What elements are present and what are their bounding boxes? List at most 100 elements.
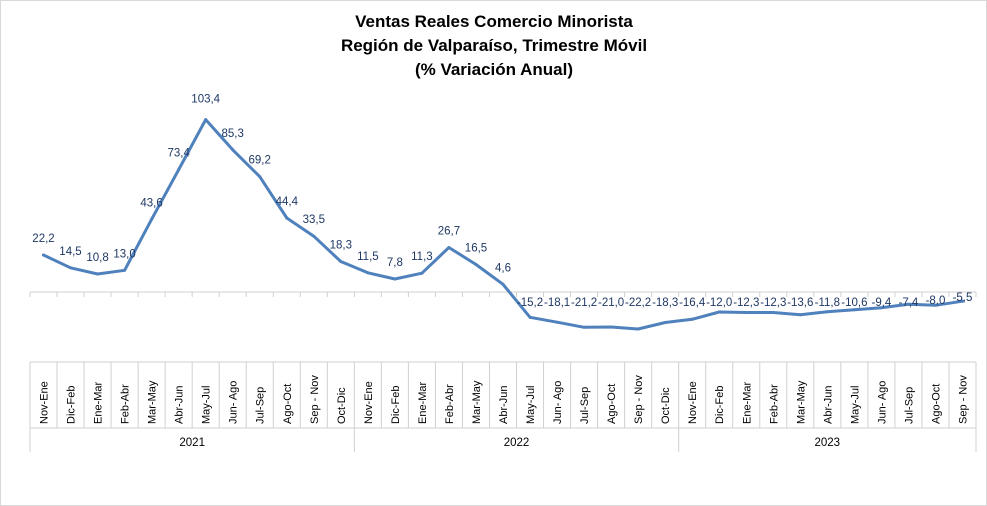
x-tick-label: Feb-Abr: [768, 384, 780, 424]
data-label-layer: 22,2 14,5 10,8 13,0 43,6 73,4 103,4 85,3 69,2 44,…: [32, 94, 972, 309]
x-tick-label: Ene-Mar: [93, 381, 105, 424]
x-tick-label: Abr-Jun: [174, 385, 186, 424]
data-label: 33,5: [303, 214, 325, 226]
data-label: 7,8: [387, 257, 403, 269]
x-tick-label: Mar-May: [471, 380, 483, 424]
data-label: 22,2: [32, 233, 54, 245]
data-point: [717, 310, 721, 314]
data-point: [609, 325, 613, 329]
data-label: -8,0: [926, 295, 946, 307]
x-tick-label: Jul-Sep: [255, 387, 267, 424]
data-label: -13,6: [787, 297, 813, 309]
data-label: -7,4: [898, 297, 918, 309]
data-point: [258, 175, 262, 179]
data-point: [663, 321, 667, 324]
x-tick-label: Ago-Oct: [606, 384, 618, 424]
year-group-label: 2022: [504, 437, 530, 449]
data-label: -12,3: [733, 297, 759, 309]
x-tick-label: May-Jul: [201, 385, 213, 424]
x-tick-label: Abr-Jun: [822, 385, 834, 424]
data-point: [420, 271, 424, 275]
data-label: 16,5: [465, 243, 487, 255]
data-label: -12,3: [760, 297, 786, 309]
series-layer: [42, 118, 964, 331]
data-label: -5,5: [953, 292, 973, 304]
data-label: -12,0: [706, 297, 732, 309]
data-point: [231, 148, 235, 152]
data-point: [879, 306, 883, 310]
data-label: -16,4: [679, 297, 706, 309]
data-label: 11,5: [357, 251, 379, 263]
x-tick-label: Abr-Jun: [498, 385, 510, 424]
data-label: -9,4: [871, 297, 891, 309]
data-label: -10,6: [841, 297, 867, 309]
data-point: [555, 320, 559, 324]
year-group-layer: 2021 2022 2023: [179, 437, 840, 449]
data-point: [798, 313, 802, 317]
chart-title-line-2: Región de Valparaíso, Trimestre Móvil: [341, 36, 647, 55]
data-point: [69, 266, 72, 270]
x-tick-label: Jul-Sep: [903, 387, 915, 424]
data-label: 18,3: [330, 240, 352, 252]
data-point: [447, 246, 451, 249]
x-tick-label: Jul-Sep: [579, 387, 591, 424]
x-tick-label: Jun- Ago: [876, 381, 888, 424]
year-group-label: 2021: [179, 437, 205, 449]
data-point: [96, 272, 100, 276]
data-label: 44,4: [276, 196, 299, 208]
data-label: 73,4: [168, 148, 191, 160]
data-point: [366, 271, 370, 275]
data-label: -15,2: [517, 297, 543, 309]
x-tick-label: Dic-Feb: [714, 385, 726, 424]
data-label: 69,2: [249, 155, 271, 167]
data-point: [501, 282, 505, 286]
data-label: 103,4: [191, 94, 220, 106]
x-tick-label: Nov-Ene: [363, 381, 375, 424]
data-point: [42, 253, 45, 257]
x-tick-label: May-Jul: [849, 385, 861, 424]
data-label: -22,2: [625, 297, 651, 309]
data-point: [393, 277, 397, 281]
data-point: [906, 302, 910, 306]
chart-title-line-1: Ventas Reales Comercio Minorista: [355, 12, 633, 31]
data-point: [285, 216, 289, 220]
data-label: -18,1: [544, 297, 570, 309]
data-label: -21,0: [598, 297, 624, 309]
x-tick-label: Dic-Feb: [390, 385, 402, 424]
x-tick-label: Oct-Dic: [660, 387, 672, 424]
data-label: -21,2: [571, 297, 597, 309]
x-tick-label: Mar-May: [147, 380, 159, 424]
x-tick-label: Sep - Nov: [309, 375, 321, 424]
x-tick-label: Dic-Feb: [66, 385, 78, 424]
x-tick-label: Ago-Oct: [282, 384, 294, 424]
x-tick-label: Ene-Mar: [741, 381, 753, 424]
data-label: -18,3: [652, 297, 678, 309]
data-label: 14,5: [59, 246, 81, 258]
year-group-label: 2023: [815, 437, 841, 449]
data-label: 10,8: [86, 252, 108, 264]
data-point: [474, 263, 478, 266]
data-point: [690, 317, 694, 321]
x-tick-label: Ene-Mar: [417, 381, 429, 424]
x-tick-layer: Nov-Ene Dic-Feb Ene-Mar Feb-Abr Mar-May Abr-J…: [39, 375, 970, 424]
data-point: [744, 311, 748, 314]
x-tick-label: Mar-May: [795, 380, 807, 424]
x-tick-label: Feb-Abr: [444, 384, 456, 424]
x-tick-label: Jun- Ago: [552, 381, 564, 424]
x-tick-label: Ago-Oct: [931, 384, 943, 424]
x-tick-label: Sep - Nov: [958, 375, 970, 424]
data-point: [636, 327, 640, 331]
data-point: [150, 217, 154, 221]
data-label: 85,3: [222, 128, 244, 140]
x-tick-label: Feb-Abr: [120, 384, 132, 424]
x-tick-label: Oct-Dic: [336, 387, 348, 424]
x-tick-label: Jun- Ago: [228, 381, 240, 424]
data-point: [852, 308, 856, 312]
axis-layer: [29, 291, 977, 452]
data-point: [204, 118, 208, 122]
x-tick-label: Nov-Ene: [687, 381, 699, 424]
data-label: -11,8: [815, 297, 840, 309]
data-point: [312, 234, 316, 238]
data-point: [934, 303, 937, 307]
